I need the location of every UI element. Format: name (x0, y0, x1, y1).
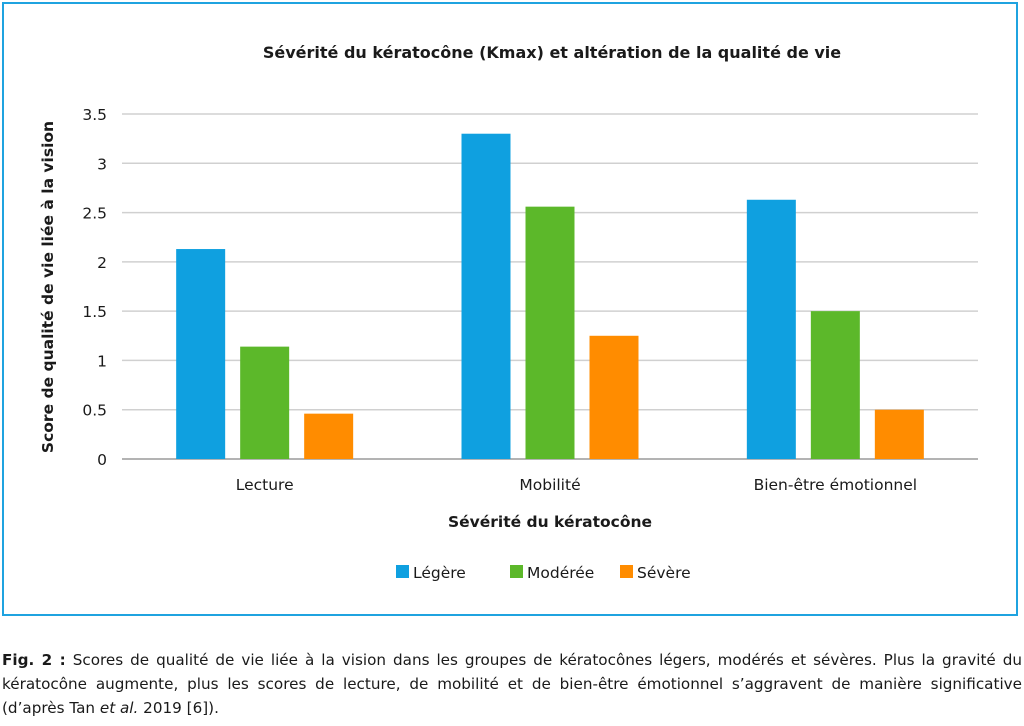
x-tick-label: Bien-être émotionnel (754, 476, 917, 494)
legend-label: Modérée (527, 564, 594, 582)
legend-swatch (510, 565, 523, 578)
legend-label: Légère (413, 564, 466, 582)
legend-swatch (620, 565, 633, 578)
x-tick-label: Lecture (236, 476, 294, 494)
y-tick-label: 0.5 (82, 402, 107, 420)
legend: Légère Modérée Sévère (396, 564, 691, 582)
x-axis-label: Sévérité du kératocône (448, 513, 652, 531)
figure-caption: Fig. 2 : Scores de qualité de vie liée à… (2, 648, 1022, 720)
legend-swatch (396, 565, 409, 578)
y-tick-label: 1 (97, 352, 107, 370)
bars (176, 133, 924, 459)
bar (589, 335, 639, 459)
caption-label: Fig. 2 : (2, 651, 66, 669)
y-axis-ticks: 0 0.5 1 1.5 2 2.5 3 3.5 (82, 106, 107, 469)
y-tick-label: 3 (97, 155, 107, 173)
y-tick-label: 1.5 (82, 303, 107, 321)
bar-chart: Sévérité du kératocône (Kmax) et altérat… (39, 43, 978, 582)
bar (176, 249, 226, 459)
bar (461, 133, 511, 459)
bar (525, 206, 575, 459)
legend-label: Sévère (637, 564, 691, 582)
bar (304, 413, 354, 459)
caption-italic: et al. (99, 699, 139, 717)
caption-text-2: 2019 [6]). (138, 699, 219, 717)
bar (810, 311, 860, 459)
x-tick-label: Mobilité (519, 476, 580, 494)
bar (240, 346, 290, 459)
y-tick-label: 2.5 (82, 205, 107, 223)
chart-title: Sévérité du kératocône (Kmax) et altérat… (263, 43, 841, 62)
y-tick-label: 2 (97, 254, 107, 272)
y-axis-label: Score de qualité de vie liée à la vision (39, 121, 57, 453)
bar (746, 199, 796, 459)
caption-text-1: Scores de qualité de vie liée à la visio… (2, 651, 1022, 717)
y-tick-label: 0 (97, 451, 107, 469)
x-axis-ticks: Lecture Mobilité Bien-être émotionnel (236, 476, 917, 494)
bar (874, 409, 924, 459)
y-tick-label: 3.5 (82, 106, 107, 124)
